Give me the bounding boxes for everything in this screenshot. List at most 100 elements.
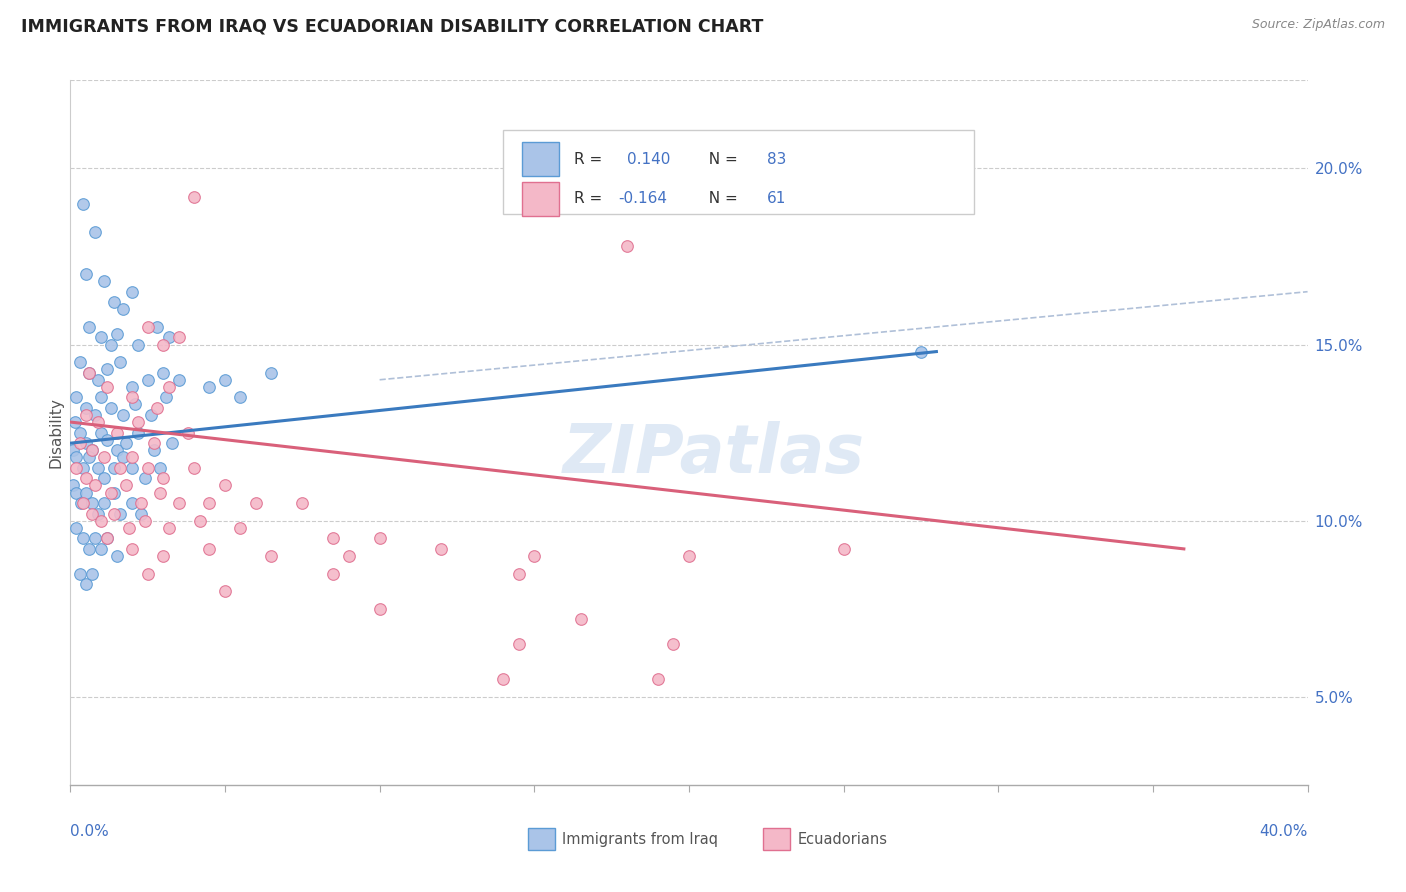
Text: ZIPatlas: ZIPatlas [562,421,865,487]
Point [260,549,283,563]
Text: N =: N = [699,192,742,206]
Point [121,541,143,556]
Point [131,496,153,510]
Point [72,196,94,211]
Point [77,450,100,465]
Point [108,460,131,475]
FancyBboxPatch shape [522,182,560,216]
Point [127,337,149,351]
Point [87,415,110,429]
Point [100,485,122,500]
Point [87,460,110,475]
Point [291,496,314,510]
Point [368,532,391,546]
Point [508,566,530,581]
Point [569,612,592,626]
Text: Ecuadorians: Ecuadorians [797,831,887,847]
Point [111,408,134,422]
Point [121,285,143,299]
Point [105,549,128,563]
Point [100,337,122,351]
Point [229,521,252,535]
Y-axis label: Disability: Disability [48,397,63,468]
Point [157,521,180,535]
Point [93,496,115,510]
Point [96,433,118,447]
Point [84,478,107,492]
Point [105,425,128,440]
Point [260,366,283,380]
Point [152,337,174,351]
Text: 40.0%: 40.0% [1260,823,1308,838]
Point [198,380,221,394]
Point [93,274,115,288]
Point [136,319,159,334]
Point [75,577,97,591]
FancyBboxPatch shape [763,828,790,850]
Point [322,566,344,581]
Point [75,471,97,485]
Point [65,391,87,405]
Point [84,225,107,239]
Point [65,460,87,475]
Point [152,471,174,485]
Point [245,496,267,510]
Point [75,267,97,281]
Point [118,521,141,535]
Point [65,485,87,500]
Point [80,566,103,581]
Point [77,366,100,380]
Point [105,443,128,458]
Point [69,436,91,450]
Point [72,460,94,475]
Point [832,541,855,556]
Point [142,443,165,458]
Point [198,496,221,510]
Text: -0.164: -0.164 [619,192,668,206]
Point [84,532,107,546]
Point [337,549,360,563]
Point [647,673,669,687]
Point [121,450,143,465]
Point [492,673,515,687]
Point [93,450,115,465]
Point [111,302,134,317]
Point [80,496,103,510]
Text: 83: 83 [766,152,786,167]
Text: 0.0%: 0.0% [70,823,110,838]
Point [136,566,159,581]
Text: R =: R = [574,192,607,206]
Point [65,521,87,535]
Point [87,373,110,387]
Point [75,485,97,500]
FancyBboxPatch shape [522,143,560,176]
Point [162,436,184,450]
Point [121,460,143,475]
Point [69,355,91,369]
Point [108,507,131,521]
Point [108,355,131,369]
Point [134,471,156,485]
Point [430,541,453,556]
Point [70,496,93,510]
Point [80,443,103,458]
Point [146,319,169,334]
Point [177,425,200,440]
Point [115,436,138,450]
Point [121,380,143,394]
Point [183,460,205,475]
Point [75,436,97,450]
Point [115,478,138,492]
Text: IMMIGRANTS FROM IRAQ VS ECUADORIAN DISABILITY CORRELATION CHART: IMMIGRANTS FROM IRAQ VS ECUADORIAN DISAB… [21,18,763,36]
Point [157,380,180,394]
Point [121,391,143,405]
Point [103,295,125,310]
Point [84,408,107,422]
Point [678,549,700,563]
Point [167,496,190,510]
Text: Source: ZipAtlas.com: Source: ZipAtlas.com [1251,18,1385,31]
Point [90,541,112,556]
Point [124,397,146,411]
Text: 0.140: 0.140 [627,152,671,167]
Point [63,415,86,429]
